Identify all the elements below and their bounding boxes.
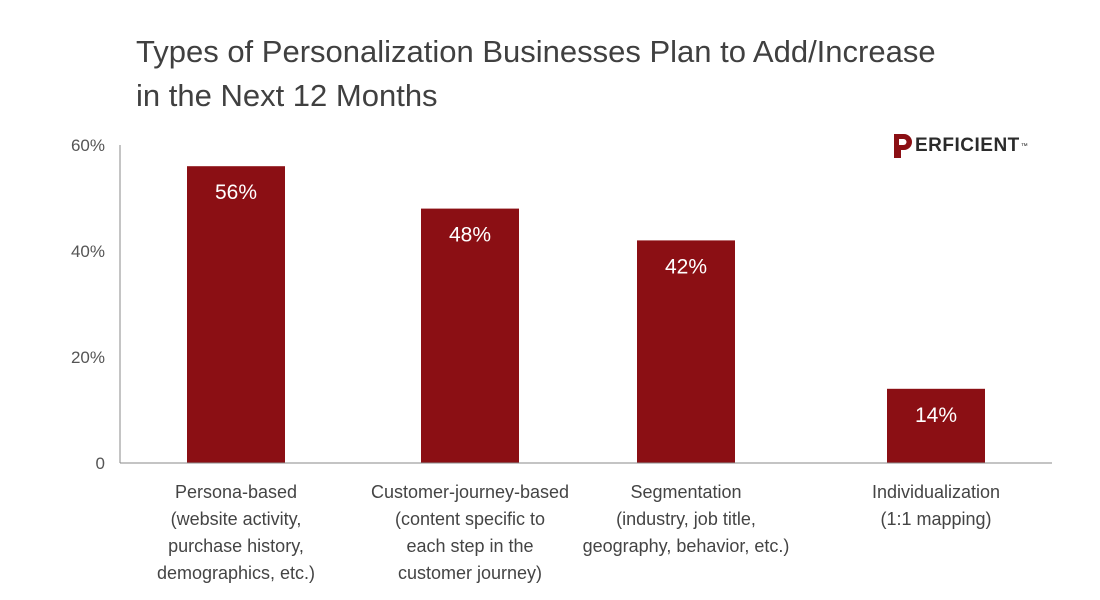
bar	[637, 240, 735, 463]
bar	[887, 388, 985, 463]
category-label-line: purchase history,	[168, 536, 304, 556]
bar	[187, 166, 285, 463]
logo-trademark: ™	[1020, 142, 1028, 150]
y-axis-ticks: 0 20% 40% 60%	[71, 136, 105, 473]
category-label-line: (website activity,	[171, 509, 302, 529]
category-label-line: Individualization	[872, 482, 1000, 502]
category-label: Segmentation (industry, job title, geograp…	[583, 482, 790, 556]
y-tick-label: 40%	[71, 242, 105, 261]
bar-value-label: 48%	[449, 224, 491, 247]
category-label: Persona-based (website activity, purchase …	[157, 482, 315, 583]
category-label-line: customer journey)	[398, 563, 542, 583]
category-label-line: geography, behavior, etc.)	[583, 536, 790, 556]
bar-value-label: 42%	[665, 255, 707, 278]
y-tick-label: 0	[96, 454, 105, 473]
bars	[187, 166, 985, 463]
category-label-line: Customer-journey-based	[371, 482, 569, 502]
category-label-line: demographics, etc.)	[157, 563, 315, 583]
category-label-line: (industry, job title,	[616, 509, 756, 529]
category-label-line: (1:1 mapping)	[880, 509, 991, 529]
y-tick-label: 60%	[71, 136, 105, 155]
perficient-logo: ERFICIENT ™	[892, 133, 1028, 159]
y-tick-label: 20%	[71, 348, 105, 367]
category-label-line: (content specific to	[395, 509, 545, 529]
logo-text: ERFICIENT	[915, 135, 1020, 156]
category-labels: Persona-based (website activity, purchase …	[157, 482, 1000, 583]
category-label-line: each step in the	[406, 536, 533, 556]
bar-value-label: 14%	[915, 404, 957, 427]
bar	[421, 208, 519, 463]
category-label-line: Segmentation	[630, 482, 741, 502]
chart-title-line-1: Types of Personalization Businesses Plan…	[136, 34, 936, 69]
bar-value-label: 56%	[215, 181, 257, 204]
category-label: Customer-journey-based (content specific …	[371, 482, 569, 583]
data-labels: 56% 48% 42% 14%	[215, 181, 957, 427]
chart-title-line-2: in the Next 12 Months	[136, 78, 438, 113]
category-label-line: Persona-based	[175, 482, 297, 502]
category-label: Individualization (1:1 mapping)	[872, 482, 1000, 529]
logo-mark-icon	[894, 134, 912, 158]
chart-title: Types of Personalization Businesses Plan…	[136, 30, 1036, 118]
